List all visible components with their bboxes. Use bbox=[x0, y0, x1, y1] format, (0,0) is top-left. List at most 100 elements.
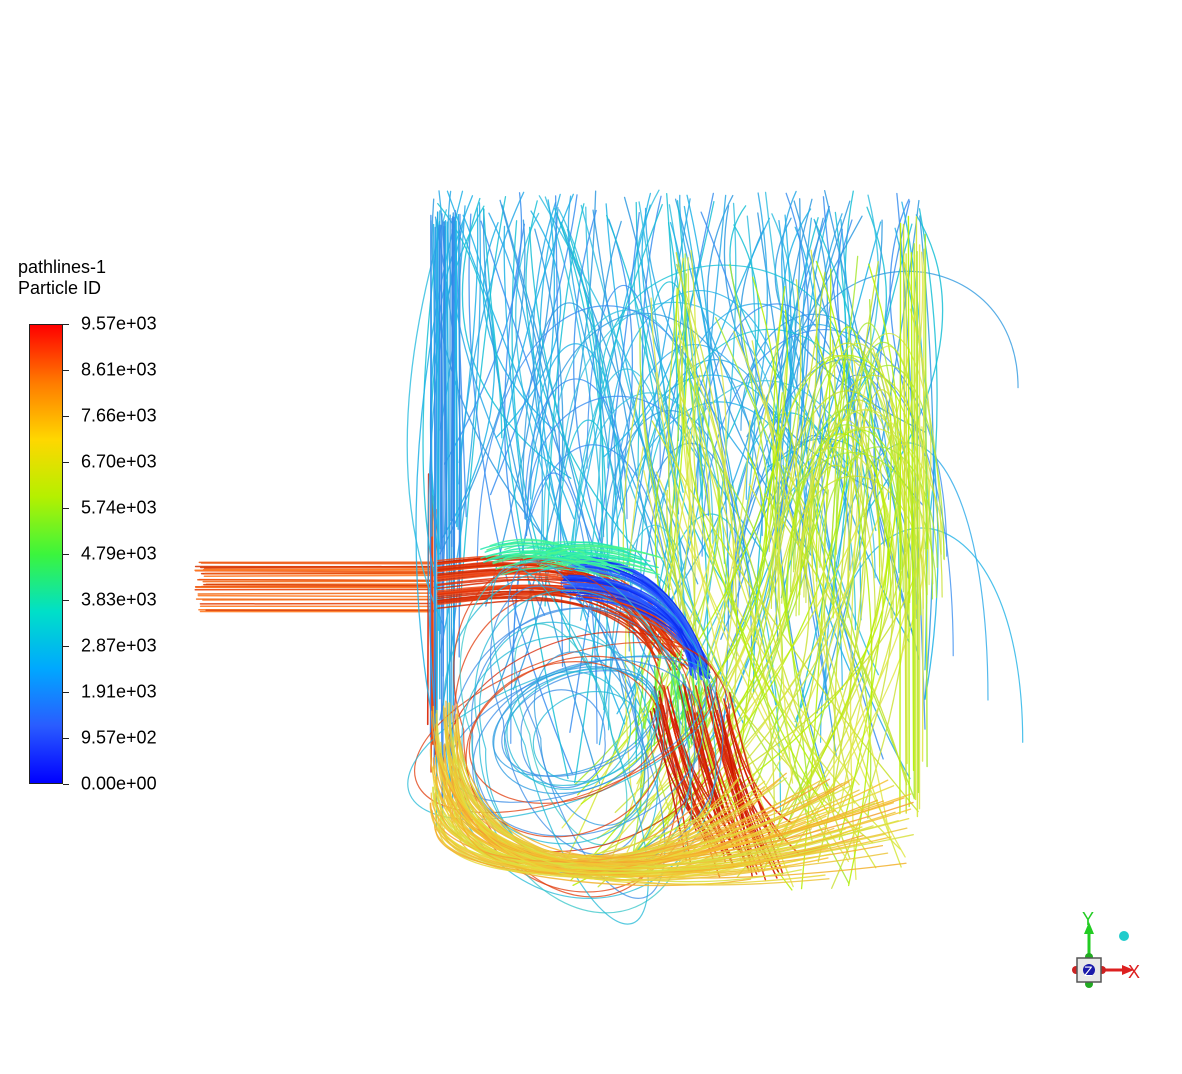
pathline bbox=[774, 446, 896, 571]
pathline bbox=[706, 194, 812, 556]
pathline bbox=[544, 203, 585, 607]
colorbar-tick-label: 9.57e+02 bbox=[81, 727, 157, 748]
pathline bbox=[570, 276, 780, 882]
pathline bbox=[197, 579, 433, 582]
pathlines bbox=[194, 189, 1024, 925]
pathline bbox=[560, 221, 638, 762]
pathline bbox=[684, 686, 722, 822]
colorbar-tick-mark bbox=[63, 554, 69, 555]
pathline bbox=[486, 552, 580, 566]
pathline bbox=[443, 744, 892, 869]
pathline bbox=[407, 655, 716, 821]
pathline bbox=[805, 399, 911, 604]
pathline bbox=[684, 253, 850, 885]
pathline bbox=[655, 471, 801, 785]
pathline bbox=[655, 380, 876, 579]
pathline bbox=[641, 192, 766, 555]
pathline bbox=[847, 345, 930, 586]
colorbar-tick-mark bbox=[63, 370, 69, 371]
colorbar-tick-label: 7.66e+03 bbox=[81, 405, 157, 426]
pathline bbox=[924, 233, 928, 768]
pathline bbox=[520, 689, 606, 789]
colorbar-tick-mark bbox=[63, 416, 69, 417]
pathline bbox=[430, 514, 433, 741]
pathline bbox=[501, 670, 659, 777]
pathline bbox=[801, 219, 883, 519]
pathline bbox=[200, 562, 436, 565]
colorbar-tick-mark bbox=[63, 692, 69, 693]
pathline bbox=[651, 420, 919, 813]
pathline bbox=[468, 213, 573, 775]
pathline bbox=[458, 191, 525, 485]
pathline bbox=[600, 264, 848, 384]
pathline bbox=[414, 641, 718, 814]
pathline bbox=[406, 209, 447, 629]
pathline bbox=[916, 250, 920, 794]
pathline bbox=[501, 204, 626, 703]
pathline bbox=[683, 192, 810, 748]
pathline bbox=[439, 219, 526, 555]
pathline bbox=[455, 220, 458, 528]
colorbar-tick-mark bbox=[63, 600, 69, 601]
colorbar-tick-label: 4.79e+03 bbox=[81, 543, 157, 564]
pathline bbox=[499, 199, 564, 473]
pathline bbox=[194, 570, 437, 573]
pathline bbox=[539, 193, 626, 725]
pathline bbox=[443, 192, 523, 465]
pathline bbox=[545, 547, 636, 561]
pathline bbox=[458, 733, 839, 859]
pathline bbox=[717, 487, 829, 814]
pathline bbox=[667, 257, 732, 831]
pathline bbox=[610, 344, 778, 550]
pathline bbox=[763, 493, 908, 786]
pathline bbox=[199, 565, 434, 569]
colorbar-tick-mark bbox=[63, 646, 69, 647]
y-axis-label: Y bbox=[1082, 909, 1094, 929]
x-axis-arrow-icon bbox=[1122, 965, 1134, 975]
x-axis-label: X bbox=[1128, 962, 1140, 982]
pathline bbox=[449, 702, 846, 868]
pathline bbox=[777, 357, 794, 784]
pathline bbox=[811, 419, 881, 568]
pathline bbox=[763, 339, 837, 872]
pathline bbox=[605, 214, 684, 493]
pathline bbox=[644, 207, 755, 470]
pathline bbox=[489, 538, 580, 552]
pathline bbox=[823, 189, 910, 579]
pathline bbox=[437, 579, 679, 661]
pathline bbox=[664, 696, 676, 751]
pathline bbox=[705, 653, 710, 696]
pathline bbox=[819, 446, 938, 568]
colorbar-tick-label: 3.83e+03 bbox=[81, 589, 157, 610]
colorbar-tick-label: 2.87e+03 bbox=[81, 635, 157, 656]
pathline bbox=[663, 356, 846, 824]
pathline bbox=[599, 220, 625, 514]
pathline bbox=[453, 736, 772, 871]
colorbar-tick-mark bbox=[63, 738, 69, 739]
pathline bbox=[472, 659, 704, 837]
pathline bbox=[530, 343, 622, 500]
pathline bbox=[488, 212, 544, 586]
colorbar-tick-mark bbox=[63, 784, 69, 785]
pathline bbox=[195, 598, 433, 601]
pathline bbox=[455, 784, 852, 865]
pathline bbox=[197, 592, 433, 595]
axis-triad[interactable]: Y X Z bbox=[1068, 908, 1148, 988]
pathline bbox=[437, 562, 672, 650]
pathline bbox=[651, 251, 924, 859]
pathline bbox=[774, 217, 926, 433]
pathline bbox=[803, 374, 943, 598]
pathline bbox=[724, 271, 826, 801]
pathline bbox=[796, 270, 1019, 389]
pathline bbox=[433, 765, 769, 877]
pathline bbox=[833, 261, 879, 813]
pathline bbox=[482, 222, 556, 432]
pathline bbox=[480, 220, 606, 576]
colorbar-tick-label: 9.57e+03 bbox=[81, 313, 157, 334]
pathline bbox=[608, 200, 687, 767]
pathline bbox=[492, 556, 609, 570]
pathline bbox=[918, 208, 938, 550]
z-axis-dot-icon bbox=[1083, 964, 1095, 976]
pathline bbox=[697, 653, 708, 691]
